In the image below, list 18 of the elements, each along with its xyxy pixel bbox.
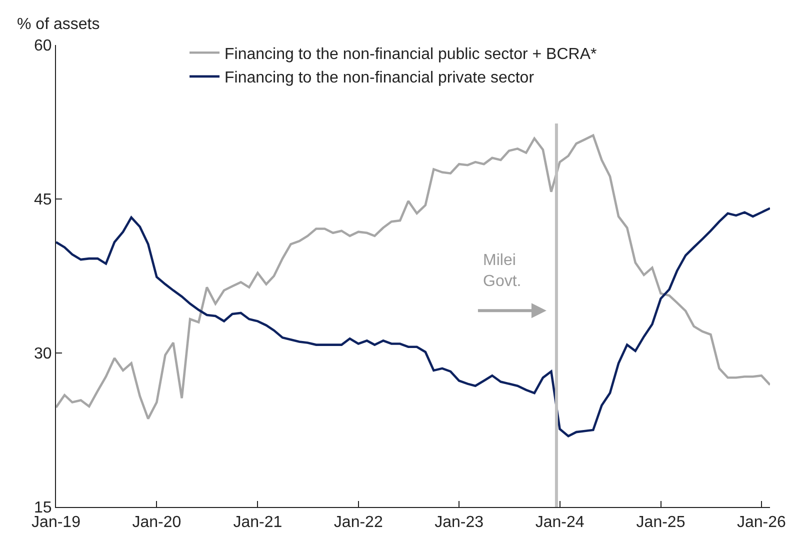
y-tick-label: 15 — [34, 500, 52, 517]
x-tick-label: Jan-23 — [434, 514, 484, 532]
x-tick-label: Jan-19 — [32, 514, 81, 532]
y-tick-label: 60 — [34, 38, 52, 55]
legend-label: Financing to the non-financial public sector + BCRA* — [224, 46, 597, 63]
x-tick-label: Jan-22 — [334, 514, 383, 532]
line-series — [56, 207, 770, 438]
y-tick-label: 45 — [34, 192, 52, 209]
x-tick-label: Jan-20 — [132, 514, 182, 532]
x-tick-label: Jan-25 — [636, 514, 686, 532]
ref-line-label: Milei Govt. — [483, 252, 522, 290]
line-series — [56, 134, 770, 420]
legend-label: Financing to the non-financial private sector — [224, 70, 535, 87]
x-tick-label: Jan-26 — [736, 514, 786, 532]
x-tick-label: Jan-24 — [535, 514, 584, 532]
y-tick-label: 30 — [34, 346, 52, 363]
x-tick-label: Jan-21 — [233, 514, 282, 532]
y-axis-title: % of assets — [17, 16, 100, 33]
